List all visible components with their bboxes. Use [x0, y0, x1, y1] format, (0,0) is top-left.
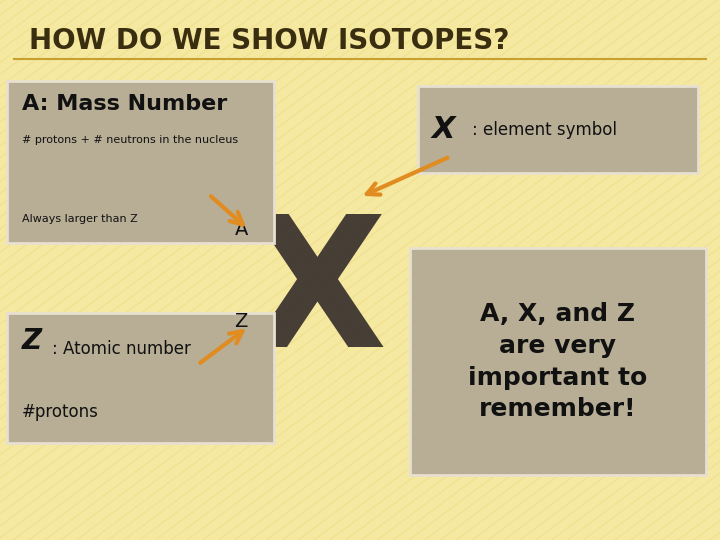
Text: : element symbol: : element symbol — [472, 120, 616, 139]
FancyBboxPatch shape — [418, 86, 698, 173]
Text: A: Mass Number: A: Mass Number — [22, 94, 227, 114]
FancyBboxPatch shape — [7, 81, 274, 243]
FancyBboxPatch shape — [7, 313, 274, 443]
Text: : Atomic number: : Atomic number — [52, 340, 191, 358]
Text: X: X — [247, 209, 387, 385]
Text: A: A — [235, 220, 248, 239]
Text: A, X, and Z
are very
important to
remember!: A, X, and Z are very important to rememb… — [469, 302, 647, 421]
Text: Z: Z — [235, 312, 248, 331]
Text: Always larger than Z: Always larger than Z — [22, 214, 138, 224]
Text: # protons + # neutrons in the nucleus: # protons + # neutrons in the nucleus — [22, 135, 238, 145]
FancyBboxPatch shape — [410, 248, 706, 475]
Text: #protons: #protons — [22, 403, 99, 421]
Text: HOW DO WE SHOW ISOTOPES?: HOW DO WE SHOW ISOTOPES? — [29, 27, 509, 55]
Text: X: X — [432, 115, 456, 144]
Text: Z: Z — [22, 327, 42, 355]
